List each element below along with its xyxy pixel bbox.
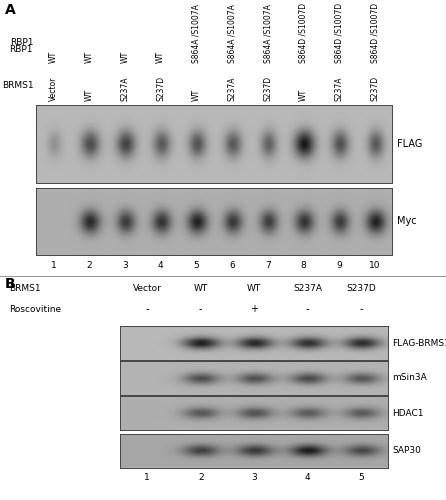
Text: 10: 10 <box>369 260 380 270</box>
Text: WT: WT <box>156 50 165 62</box>
Text: S237D: S237D <box>347 284 376 293</box>
Text: 8: 8 <box>301 260 306 270</box>
Text: -: - <box>306 304 310 314</box>
Text: S237A: S237A <box>120 76 129 100</box>
Text: RBP1: RBP1 <box>10 38 34 47</box>
Text: WT: WT <box>194 284 208 293</box>
Text: S237A: S237A <box>293 284 322 293</box>
Text: WT: WT <box>247 284 261 293</box>
Text: 6: 6 <box>229 260 235 270</box>
Text: Vector: Vector <box>49 76 58 100</box>
Text: B: B <box>4 278 15 291</box>
Text: SAP30: SAP30 <box>392 446 421 455</box>
Text: S864A /S1007A: S864A /S1007A <box>192 4 201 62</box>
Text: RBP1: RBP1 <box>8 45 32 54</box>
Text: S237A: S237A <box>334 76 343 100</box>
Text: S237D: S237D <box>370 76 379 100</box>
Text: WT: WT <box>192 88 201 101</box>
Text: mSin3A: mSin3A <box>392 374 427 382</box>
Text: WT: WT <box>120 50 129 62</box>
Text: BRMS1: BRMS1 <box>9 284 41 293</box>
Text: S864A /S1007A: S864A /S1007A <box>263 4 272 62</box>
Text: -: - <box>199 304 202 314</box>
Text: WT: WT <box>85 88 94 101</box>
Text: S237D: S237D <box>156 76 165 100</box>
Text: 1: 1 <box>51 260 56 270</box>
Text: 7: 7 <box>265 260 270 270</box>
Text: BRMS1: BRMS1 <box>2 80 34 90</box>
Text: 4: 4 <box>158 260 163 270</box>
Text: 5: 5 <box>359 472 364 482</box>
Text: Roscovitine: Roscovitine <box>9 305 61 314</box>
Text: 3: 3 <box>252 472 257 482</box>
Text: 2: 2 <box>87 260 92 270</box>
Text: 9: 9 <box>336 260 342 270</box>
Text: 3: 3 <box>122 260 128 270</box>
Text: -: - <box>359 304 363 314</box>
Text: +: + <box>250 304 258 314</box>
Text: 5: 5 <box>194 260 199 270</box>
Text: S237D: S237D <box>263 76 272 100</box>
Text: Myc: Myc <box>397 216 417 226</box>
Text: S864A /S1007A: S864A /S1007A <box>227 4 236 62</box>
Text: Vector: Vector <box>133 284 161 293</box>
Text: S864D /S1007D: S864D /S1007D <box>334 2 343 62</box>
Text: -: - <box>145 304 149 314</box>
Text: S864D /S1007D: S864D /S1007D <box>370 2 379 62</box>
Text: FLAG: FLAG <box>397 138 422 149</box>
Text: WT: WT <box>85 50 94 62</box>
Text: 2: 2 <box>198 472 203 482</box>
Text: 4: 4 <box>305 472 310 482</box>
Text: A: A <box>4 2 15 16</box>
Text: S237A: S237A <box>227 76 236 100</box>
Text: WT: WT <box>49 50 58 62</box>
Text: HDAC1: HDAC1 <box>392 408 424 418</box>
Text: 1: 1 <box>145 472 150 482</box>
Text: FLAG-BRMS1: FLAG-BRMS1 <box>392 338 446 347</box>
Text: S864D /S1007D: S864D /S1007D <box>299 2 308 62</box>
Text: WT: WT <box>299 88 308 101</box>
